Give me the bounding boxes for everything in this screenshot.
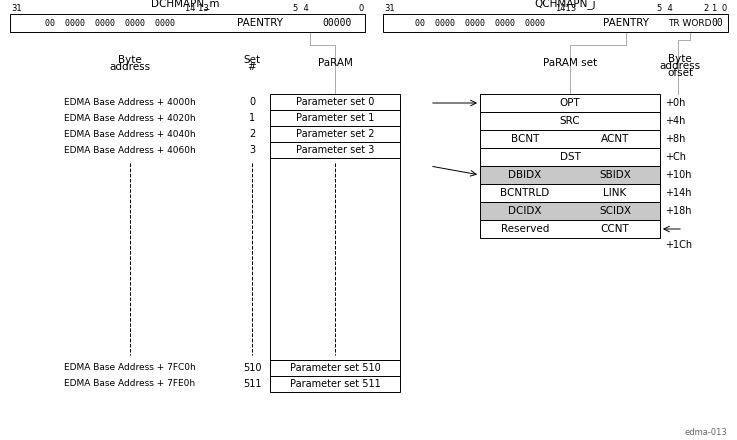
Bar bbox=[480, 148, 660, 166]
Text: Parameter set 510: Parameter set 510 bbox=[290, 363, 380, 373]
Text: Set: Set bbox=[243, 55, 261, 65]
Text: edma-013: edma-013 bbox=[684, 428, 727, 437]
Bar bbox=[270, 126, 400, 142]
Text: +18h: +18h bbox=[665, 206, 691, 216]
Text: DST: DST bbox=[559, 152, 581, 162]
Text: 31: 31 bbox=[11, 4, 21, 13]
Text: +0h: +0h bbox=[665, 98, 685, 108]
Text: Parameter set 1: Parameter set 1 bbox=[296, 113, 374, 123]
Text: 1413: 1413 bbox=[555, 4, 576, 13]
Text: SCIDX: SCIDX bbox=[599, 206, 631, 216]
Text: EDMA Base Address + 4040h: EDMA Base Address + 4040h bbox=[64, 129, 196, 139]
Text: CCNT: CCNT bbox=[601, 224, 629, 234]
Text: address: address bbox=[109, 62, 150, 72]
Text: EDMA Base Address + 4060h: EDMA Base Address + 4060h bbox=[64, 146, 196, 154]
Text: +8h: +8h bbox=[665, 134, 685, 144]
Text: SRC: SRC bbox=[559, 116, 580, 126]
Text: Parameter set 0: Parameter set 0 bbox=[296, 97, 374, 107]
Text: Parameter set 3: Parameter set 3 bbox=[296, 145, 374, 155]
Text: 2: 2 bbox=[704, 4, 709, 13]
Text: ACNT: ACNT bbox=[601, 134, 629, 144]
Text: 1: 1 bbox=[249, 113, 255, 123]
Text: EDMA Base Address + 7FE0h: EDMA Base Address + 7FE0h bbox=[64, 379, 195, 389]
Bar bbox=[383, 14, 728, 32]
Text: PAENTRY: PAENTRY bbox=[603, 18, 649, 28]
Text: +14h: +14h bbox=[665, 188, 691, 198]
Bar bbox=[270, 142, 400, 158]
Bar bbox=[270, 110, 400, 126]
Bar bbox=[480, 202, 660, 220]
Text: TR WORD: TR WORD bbox=[668, 18, 712, 28]
Bar bbox=[270, 360, 400, 376]
Text: BCNTRLD: BCNTRLD bbox=[500, 188, 550, 198]
Text: 31: 31 bbox=[384, 4, 394, 13]
Text: 0: 0 bbox=[722, 4, 727, 13]
Text: #: # bbox=[248, 62, 256, 72]
Text: Reserved: Reserved bbox=[501, 224, 549, 234]
Text: LINK: LINK bbox=[604, 188, 626, 198]
Text: DCHMAPN_m: DCHMAPN_m bbox=[151, 0, 219, 9]
Text: BCNT: BCNT bbox=[511, 134, 539, 144]
Text: 14 13: 14 13 bbox=[185, 4, 209, 13]
Text: PaRAM set: PaRAM set bbox=[543, 58, 597, 68]
Text: +10h: +10h bbox=[665, 170, 691, 180]
Text: 511: 511 bbox=[242, 379, 261, 389]
Text: SBIDX: SBIDX bbox=[599, 170, 631, 180]
Text: EDMA Base Address + 4020h: EDMA Base Address + 4020h bbox=[64, 114, 196, 122]
Text: 5  4: 5 4 bbox=[293, 4, 309, 13]
Text: 00  0000  0000  0000  0000: 00 0000 0000 0000 0000 bbox=[415, 18, 545, 28]
Text: 5  4: 5 4 bbox=[657, 4, 673, 13]
Text: Parameter set 511: Parameter set 511 bbox=[290, 379, 380, 389]
Text: ofset: ofset bbox=[667, 68, 693, 78]
Text: PaRAM: PaRAM bbox=[318, 58, 352, 68]
Text: Byte: Byte bbox=[668, 54, 692, 64]
Bar bbox=[270, 376, 400, 392]
Text: DBIDX: DBIDX bbox=[509, 170, 542, 180]
Bar bbox=[480, 94, 660, 112]
Text: +4h: +4h bbox=[665, 116, 685, 126]
Text: +Ch: +Ch bbox=[665, 152, 686, 162]
Text: OPT: OPT bbox=[559, 98, 580, 108]
Text: +1Ch: +1Ch bbox=[665, 240, 692, 250]
Bar bbox=[10, 14, 365, 32]
Bar bbox=[480, 166, 660, 184]
Text: QCHMAPN_j: QCHMAPN_j bbox=[534, 0, 595, 9]
Text: 0: 0 bbox=[249, 97, 255, 107]
Text: Byte: Byte bbox=[118, 55, 142, 65]
Text: 00: 00 bbox=[711, 18, 723, 28]
Text: DCIDX: DCIDX bbox=[509, 206, 542, 216]
Text: PAENTRY: PAENTRY bbox=[237, 18, 282, 28]
Bar bbox=[480, 220, 660, 238]
Text: 2: 2 bbox=[249, 129, 255, 139]
Text: address: address bbox=[660, 61, 701, 71]
Bar bbox=[480, 112, 660, 130]
Text: 510: 510 bbox=[242, 363, 261, 373]
Bar bbox=[270, 94, 400, 110]
Bar bbox=[480, 184, 660, 202]
Bar bbox=[480, 130, 660, 148]
Text: 0: 0 bbox=[359, 4, 364, 13]
Text: 00  0000  0000  0000  0000: 00 0000 0000 0000 0000 bbox=[45, 18, 175, 28]
Text: 3: 3 bbox=[249, 145, 255, 155]
Text: EDMA Base Address + 7FC0h: EDMA Base Address + 7FC0h bbox=[64, 363, 196, 373]
Text: 00000: 00000 bbox=[323, 18, 352, 28]
Text: 1: 1 bbox=[710, 4, 716, 13]
Text: EDMA Base Address + 4000h: EDMA Base Address + 4000h bbox=[64, 98, 196, 106]
Text: Parameter set 2: Parameter set 2 bbox=[296, 129, 374, 139]
